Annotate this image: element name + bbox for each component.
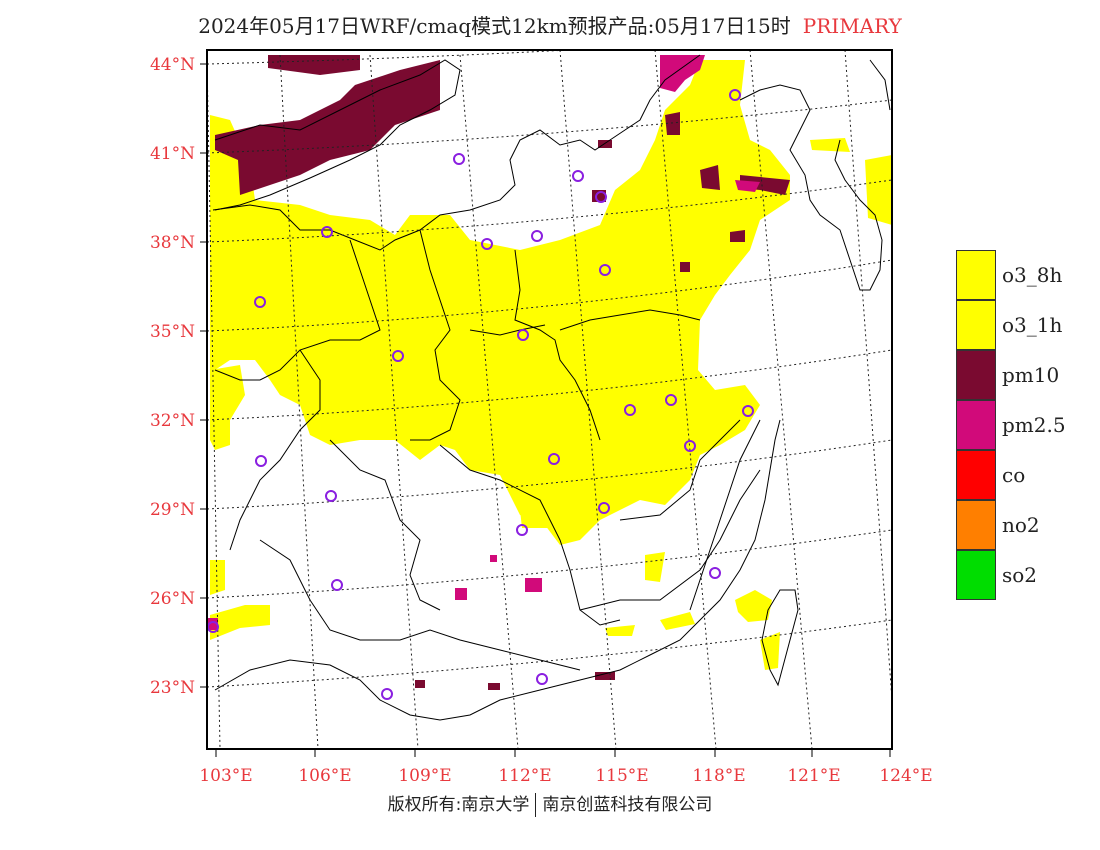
legend-label: pm10 bbox=[1002, 363, 1060, 387]
primary-tag: PRIMARY bbox=[802, 14, 902, 38]
map-title: 2024年05月17日WRF/cmaq模式12km预报产品:05月17日15时 P… bbox=[0, 10, 1100, 39]
legend-swatch bbox=[956, 450, 996, 500]
footer-divider bbox=[535, 793, 537, 817]
lat-label: 44°N bbox=[150, 55, 195, 75]
legend-item-so2: so2 bbox=[956, 550, 1096, 600]
lon-label: 121°E bbox=[787, 766, 840, 786]
lon-label: 124°E bbox=[879, 766, 932, 786]
legend-label: no2 bbox=[1002, 513, 1040, 537]
legend-label: so2 bbox=[1002, 563, 1038, 587]
lon-label: 112°E bbox=[498, 766, 551, 786]
lat-label: 35°N bbox=[150, 322, 195, 342]
pm25-regions bbox=[208, 55, 760, 630]
lon-label: 109°E bbox=[398, 766, 451, 786]
pm10-regions bbox=[215, 55, 790, 690]
legend-swatch bbox=[956, 350, 996, 400]
copyright-left: 版权所有:南京大学 bbox=[387, 795, 530, 815]
copyright-footer: 版权所有:南京大学 南京创蓝科技有限公司 bbox=[0, 790, 1100, 817]
lat-label: 41°N bbox=[150, 144, 195, 164]
legend-item-o3-1h: o3_1h bbox=[956, 300, 1096, 350]
lon-label: 103°E bbox=[199, 766, 252, 786]
o3-regions bbox=[210, 60, 892, 670]
legend-item-no2: no2 bbox=[956, 500, 1096, 550]
lon-label: 106°E bbox=[298, 766, 351, 786]
legend-item-pm10: pm10 bbox=[956, 350, 1096, 400]
legend: o3_8h o3_1h pm10 pm2.5 co no2 so2 bbox=[956, 250, 1096, 600]
title-text: 2024年05月17日WRF/cmaq模式12km预报产品:05月17日15时 bbox=[198, 14, 791, 38]
lat-axis: 44°N 41°N 38°N 35°N 32°N 29°N 26°N 23°N bbox=[150, 55, 207, 698]
legend-swatch bbox=[956, 300, 996, 350]
boundaries bbox=[212, 54, 891, 721]
legend-item-pm25: pm2.5 bbox=[956, 400, 1096, 450]
city-markers bbox=[207, 89, 754, 700]
lat-label: 26°N bbox=[150, 589, 195, 609]
map-content bbox=[207, 50, 892, 749]
lat-label: 23°N bbox=[150, 678, 195, 698]
legend-swatch bbox=[956, 500, 996, 550]
legend-swatch bbox=[956, 250, 996, 300]
legend-label: pm2.5 bbox=[1002, 413, 1066, 437]
graticule bbox=[207, 50, 892, 749]
lon-label: 118°E bbox=[692, 766, 745, 786]
legend-swatch bbox=[956, 550, 996, 600]
legend-swatch bbox=[956, 400, 996, 450]
legend-label: co bbox=[1002, 463, 1026, 487]
legend-item-o3-8h: o3_8h bbox=[956, 250, 1096, 300]
lon-axis: 103°E 106°E 109°E 112°E 115°E 118°E 121°… bbox=[199, 749, 933, 786]
lat-label: 32°N bbox=[150, 411, 195, 431]
legend-label: o3_8h bbox=[1002, 263, 1063, 287]
map-frame bbox=[206, 49, 893, 750]
lon-label: 115°E bbox=[595, 766, 648, 786]
lat-label: 38°N bbox=[150, 233, 195, 253]
lat-label: 29°N bbox=[150, 500, 195, 520]
copyright-right: 南京创蓝科技有限公司 bbox=[542, 795, 713, 815]
legend-label: o3_1h bbox=[1002, 313, 1063, 337]
legend-item-co: co bbox=[956, 450, 1096, 500]
